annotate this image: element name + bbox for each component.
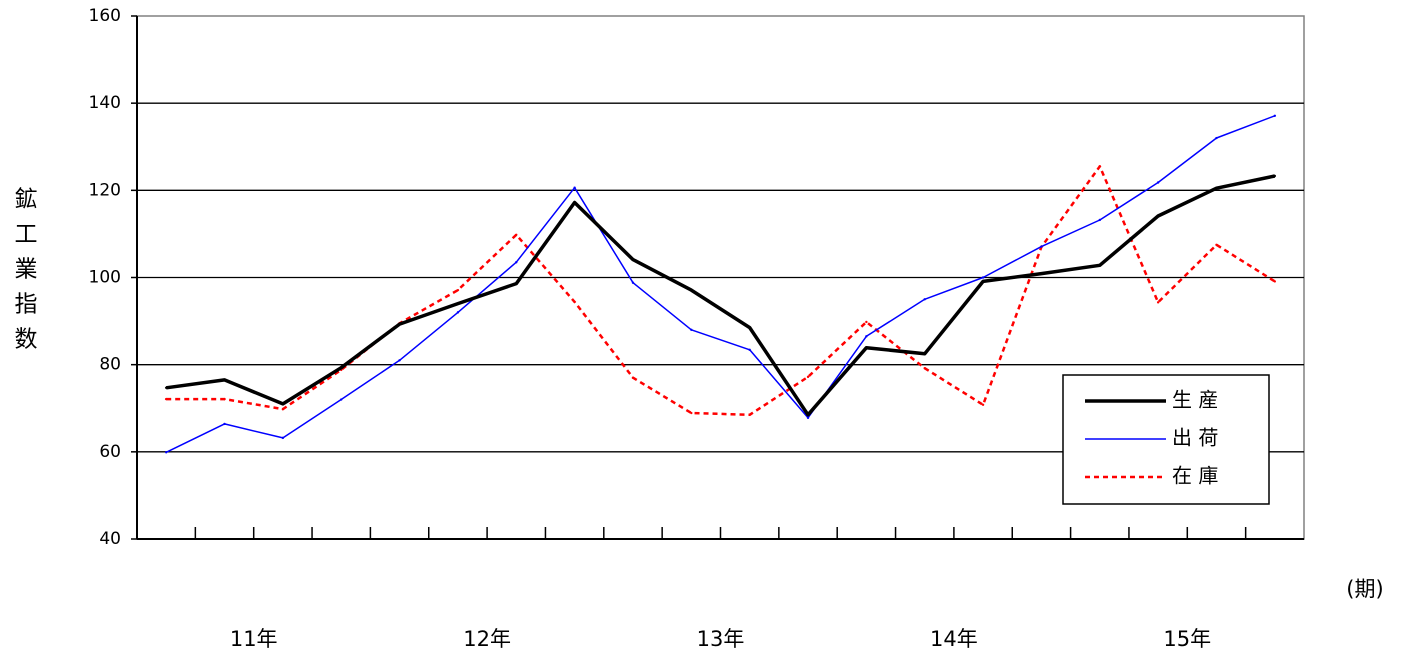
data-point <box>1273 280 1277 283</box>
legend: 生 産出 荷在 庫 <box>1062 374 1270 505</box>
data-point <box>1156 181 1160 184</box>
data-point <box>281 407 285 411</box>
x-unit-label: (期) <box>1346 577 1383 601</box>
data-point <box>631 258 635 261</box>
data-point <box>281 436 285 440</box>
y-axis-label-char: 数 <box>15 327 38 353</box>
data-point <box>1156 301 1160 304</box>
data-point <box>865 346 868 349</box>
data-point <box>456 311 460 314</box>
series-lines <box>164 114 1277 454</box>
data-point <box>981 280 985 283</box>
data-point <box>923 366 926 370</box>
data-point <box>748 348 751 352</box>
legend-label: 出 荷 <box>1172 426 1218 450</box>
data-point <box>573 300 576 304</box>
data-point <box>690 328 693 331</box>
data-point <box>981 276 985 279</box>
data-point <box>690 411 693 415</box>
y-tick-label: 120 <box>89 180 121 200</box>
data-point <box>573 186 576 189</box>
data-point <box>164 451 168 454</box>
y-tick-label: 40 <box>99 529 121 549</box>
data-point <box>164 397 168 401</box>
data-point <box>748 413 751 416</box>
data-point <box>515 233 518 236</box>
data-point <box>164 386 168 389</box>
y-tick-label: 60 <box>99 442 121 462</box>
data-point <box>923 352 926 355</box>
legend-label: 生 産 <box>1172 388 1218 412</box>
data-point <box>806 413 810 416</box>
series-line-1 <box>165 115 1276 453</box>
year-label: 11年 <box>230 627 278 651</box>
data-point <box>1098 165 1101 168</box>
data-point <box>1215 243 1218 247</box>
y-tick-label: 140 <box>89 93 121 113</box>
data-point <box>631 376 635 379</box>
x-ticks <box>194 527 1247 539</box>
data-point <box>340 398 343 401</box>
y-tick-label: 80 <box>99 355 121 375</box>
data-point <box>806 416 810 420</box>
data-point <box>865 320 868 324</box>
data-point <box>981 403 985 406</box>
legend-label: 在 庫 <box>1172 464 1218 488</box>
data-point <box>1098 264 1101 267</box>
year-label: 14年 <box>930 627 978 651</box>
y-tick-label: 160 <box>89 6 121 26</box>
data-point <box>806 375 810 379</box>
data-point <box>515 261 518 264</box>
data-point <box>1098 218 1101 222</box>
year-label: 12年 <box>463 627 511 651</box>
data-point <box>865 335 868 338</box>
y-axis-label-char: 指 <box>15 292 38 318</box>
data-point <box>1215 186 1218 190</box>
data-point <box>398 322 401 326</box>
data-point <box>1040 272 1043 275</box>
data-point <box>748 326 751 329</box>
data-point <box>340 366 343 369</box>
data-point <box>1215 136 1218 140</box>
data-point <box>573 201 576 204</box>
year-labels: 11年 12年 13年 14年 15年 <box>230 627 1211 651</box>
data-point <box>223 422 226 426</box>
data-point <box>923 298 926 301</box>
data-point <box>1273 114 1277 118</box>
data-point <box>515 282 518 285</box>
y-tick-labels: 40 60 80 100 120 140 160 <box>89 6 137 549</box>
data-point <box>281 402 285 406</box>
data-point <box>1273 174 1277 178</box>
data-point <box>223 378 226 382</box>
y-axis-label-char: 工 <box>15 222 38 248</box>
series-line-0 <box>165 174 1276 417</box>
y-axis-label-char: 鉱 <box>15 187 38 213</box>
data-point <box>223 397 226 401</box>
data-point <box>398 359 401 362</box>
data-point <box>1040 245 1043 248</box>
data-point <box>690 288 693 292</box>
year-label: 13年 <box>697 627 745 651</box>
y-axis-label-char: 業 <box>15 257 38 283</box>
data-point <box>1156 214 1160 218</box>
year-label: 15年 <box>1163 627 1211 651</box>
y-tick-label: 100 <box>89 268 121 288</box>
data-point <box>631 281 635 284</box>
data-point <box>456 288 460 292</box>
data-point <box>456 302 460 305</box>
